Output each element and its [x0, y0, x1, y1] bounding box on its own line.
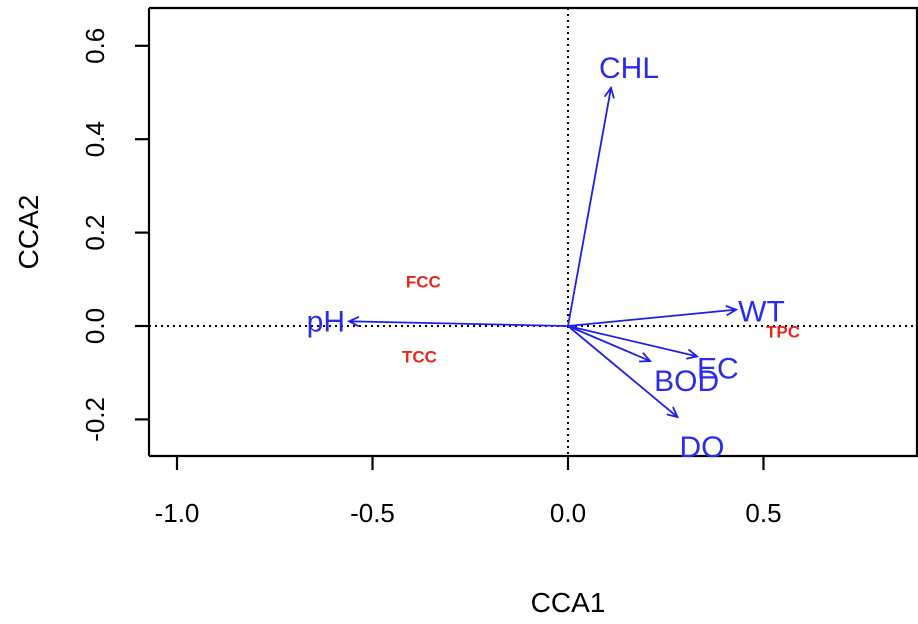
vector-label-do: DO	[679, 431, 724, 464]
vector-line-ec	[567, 325, 698, 358]
y-tick-label: 0.0	[80, 308, 110, 344]
species-scores: FCC TCC TPC	[402, 273, 800, 367]
y-axis-title: CCA2	[13, 195, 44, 270]
x-tick-label: -1.0	[155, 498, 200, 528]
x-axis: -1.0 -0.5 0.0 0.5	[155, 456, 782, 528]
y-tick-label: 0.6	[80, 28, 110, 64]
x-tick-label: 0.5	[745, 498, 781, 528]
species-label-tcc: TCC	[402, 347, 437, 366]
vector-arrowhead-ph	[346, 315, 360, 328]
vector-line-do	[567, 325, 679, 418]
x-tick-label: -0.5	[350, 498, 395, 528]
y-tick-label: 0.4	[80, 121, 110, 157]
vector-line-ph	[349, 320, 569, 327]
vector-line-bod	[567, 325, 651, 362]
y-tick-label: -0.2	[80, 397, 110, 442]
vector-arrowhead-do	[666, 406, 680, 419]
vector-label-ph: pH	[307, 305, 345, 338]
vector-arrowhead-ec	[686, 348, 700, 360]
y-tick-label: 0.2	[80, 215, 110, 251]
species-label-tpc: TPC	[766, 323, 800, 342]
x-tick-label: 0.0	[550, 498, 586, 528]
vector-arrowhead-wt	[725, 305, 739, 317]
vector-label-bod: BOD	[654, 365, 719, 398]
reference-lines	[149, 8, 917, 456]
vector-line-chl	[567, 87, 612, 327]
vector-label-chl: CHL	[599, 52, 659, 85]
vector-arrowhead-bod	[639, 352, 653, 363]
vector-label-wt: WT	[738, 296, 785, 329]
x-axis-title: CCA1	[531, 587, 606, 618]
vector-arrowhead-chl	[603, 85, 615, 99]
species-label-fcc: FCC	[406, 273, 441, 292]
vector-label-ec: EC	[697, 352, 739, 385]
y-axis: -0.2 0.0 0.2 0.4 0.6	[80, 28, 149, 442]
vector-line-wt	[567, 308, 737, 327]
